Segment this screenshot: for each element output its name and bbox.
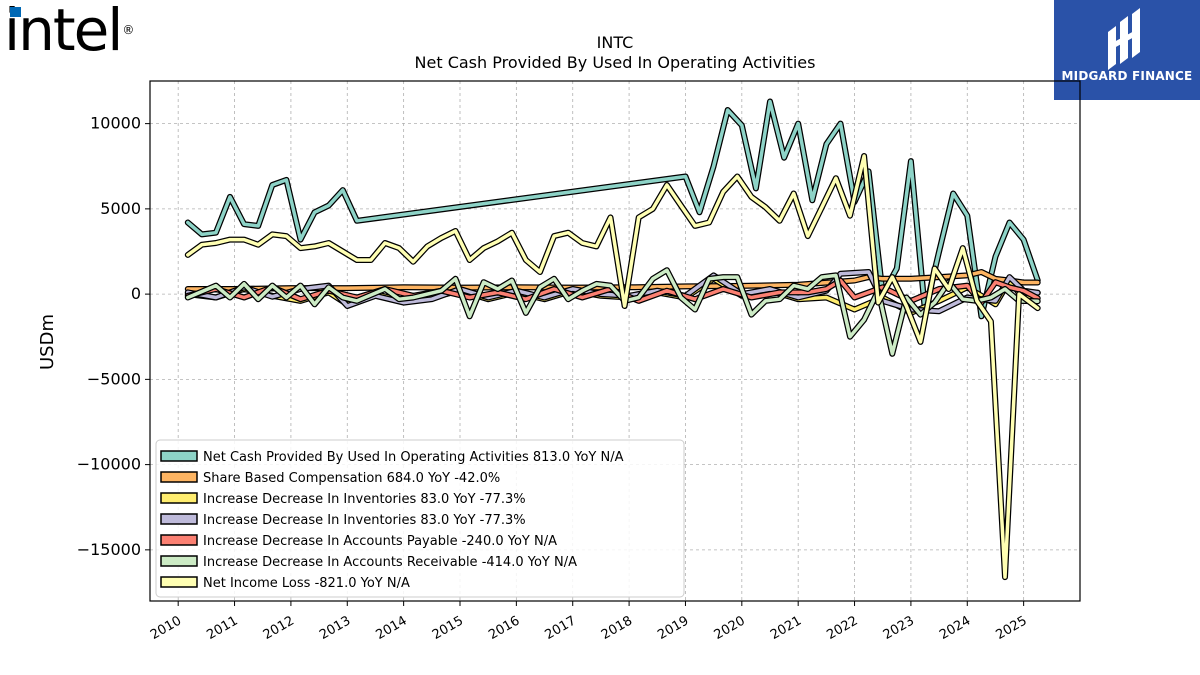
legend-swatch [160,450,198,462]
x-tick-label: 2014 [373,613,409,643]
x-tick-label: 2017 [543,613,579,643]
legend-entry: Net Cash Provided By Used In Operating A… [203,450,624,465]
x-tick-label: 2023 [881,613,917,643]
series-line [186,99,1040,319]
intel-logo: intel® [4,0,134,60]
x-tick-label: 2024 [937,613,973,643]
legend-entry: Share Based Compensation 684.0 YoY -42.0… [203,471,500,486]
series-6 [184,153,1041,581]
intel-logo-accent [10,7,21,17]
legend-swatch [160,555,198,567]
legend-entry: Net Income Loss -821.0 YoY N/A [203,576,410,591]
x-tick-label: 2015 [430,613,466,643]
midgard-logo-text: MIDGARD FINANCE [1061,69,1193,83]
x-tick-label: 2016 [486,613,522,643]
midgard-logo-mark-icon [1108,8,1140,70]
x-tick-label: 2025 [993,613,1029,643]
x-tick-label: 2020 [712,613,748,643]
legend-entry: Increase Decrease In Accounts Receivable… [203,555,577,570]
y-tick-label: 5000 [100,199,141,218]
intel-logo-text: intel [4,0,123,64]
series-5 [184,267,1041,357]
plot-frame [149,80,1081,602]
legend-swatch [160,576,198,588]
legend-entry: Increase Decrease In Accounts Payable -2… [203,534,557,549]
x-tick-label: 2018 [599,613,635,643]
series-line [186,268,1040,356]
x-tick-label: 2022 [824,613,860,643]
legend-swatch [160,534,198,546]
legend-entry: Increase Decrease In Inventories 83.0 Yo… [203,513,526,528]
x-tick-label: 2013 [317,613,353,643]
y-tick-label: 10000 [90,114,141,133]
series-line [186,154,1040,579]
x-tick-label: 2019 [655,613,691,643]
legend-box [155,439,685,598]
intel-logo-registered-mark: ® [122,23,135,37]
y-tick-label: −15000 [77,540,141,559]
legend-swatch [160,492,198,504]
series-0 [184,98,1041,320]
midgard-finance-logo: MIDGARD FINANCE [1054,0,1200,100]
legend-entry: Increase Decrease In Inventories 83.0 Yo… [203,492,526,507]
chart-title: INTC [597,33,634,52]
y-tick-label: −10000 [77,455,141,474]
chart-subtitle: Net Cash Provided By Used In Operating A… [415,53,816,72]
legend: Net Cash Provided By Used In Operating A… [155,439,685,598]
x-tick-label: 2010 [148,613,184,643]
series-lines [184,98,1041,581]
legend-swatch [160,513,198,525]
y-tick-label: −5000 [87,369,141,388]
x-tick-label: 2012 [261,613,297,643]
legend-swatch [160,471,198,483]
x-tick-label: 2021 [768,613,804,643]
x-tick-label: 2011 [204,613,240,643]
y-axis-label: USDm [37,314,58,370]
y-tick-label: 0 [131,284,141,303]
